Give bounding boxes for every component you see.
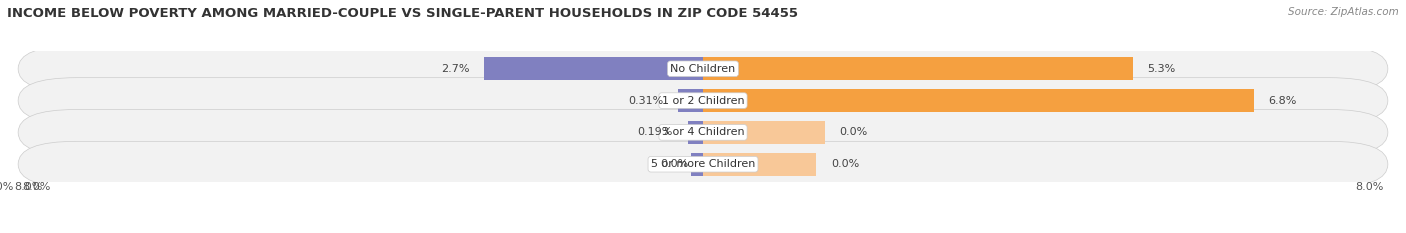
Text: 5.3%: 5.3% bbox=[1147, 64, 1175, 74]
Bar bbox=[688, 121, 703, 144]
Bar bbox=[690, 153, 703, 176]
Text: 0.0%: 0.0% bbox=[661, 159, 689, 169]
Bar bbox=[703, 153, 817, 176]
Text: 3 or 4 Children: 3 or 4 Children bbox=[662, 127, 744, 137]
Text: 2.7%: 2.7% bbox=[441, 64, 470, 74]
FancyBboxPatch shape bbox=[18, 46, 1388, 92]
Text: Source: ZipAtlas.com: Source: ZipAtlas.com bbox=[1288, 7, 1399, 17]
FancyBboxPatch shape bbox=[18, 78, 1388, 123]
Text: 1 or 2 Children: 1 or 2 Children bbox=[662, 96, 744, 106]
Bar bbox=[703, 89, 1254, 112]
FancyBboxPatch shape bbox=[18, 110, 1388, 155]
Bar bbox=[484, 57, 703, 80]
Text: 6.8%: 6.8% bbox=[1268, 96, 1298, 106]
Bar bbox=[678, 89, 703, 112]
Text: 0.0%: 0.0% bbox=[831, 159, 859, 169]
Text: 0.19%: 0.19% bbox=[638, 127, 673, 137]
Text: 0.31%: 0.31% bbox=[628, 96, 664, 106]
Bar bbox=[703, 121, 824, 144]
Bar bbox=[703, 57, 1133, 80]
Text: No Children: No Children bbox=[671, 64, 735, 74]
Text: 8.0%: 8.0% bbox=[22, 182, 51, 192]
Text: 8.0%: 8.0% bbox=[14, 182, 42, 192]
Text: 8.0%: 8.0% bbox=[0, 182, 14, 192]
Text: 5 or more Children: 5 or more Children bbox=[651, 159, 755, 169]
Text: 0.0%: 0.0% bbox=[839, 127, 868, 137]
Text: INCOME BELOW POVERTY AMONG MARRIED-COUPLE VS SINGLE-PARENT HOUSEHOLDS IN ZIP COD: INCOME BELOW POVERTY AMONG MARRIED-COUPL… bbox=[7, 7, 799, 20]
Text: 8.0%: 8.0% bbox=[1355, 182, 1384, 192]
FancyBboxPatch shape bbox=[18, 141, 1388, 187]
